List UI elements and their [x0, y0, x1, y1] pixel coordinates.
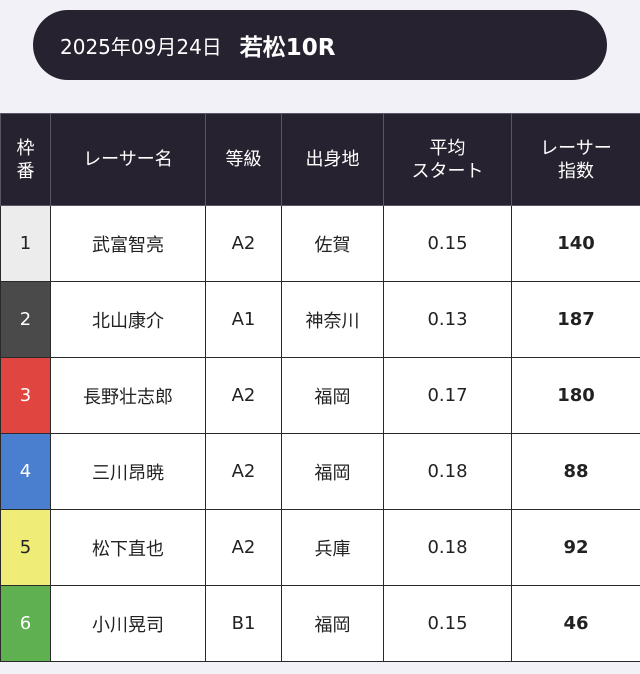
racer-grade: A2	[205, 509, 282, 586]
header-racer-name: レーサー名	[50, 113, 206, 206]
table-header-row: 枠 番 レーサー名 等級 出身地 平均 スタート レーサー 指数	[0, 113, 640, 206]
race-date: 2025年09月24日	[60, 34, 222, 59]
table-row: 5 松下直也 A2 兵庫 0.18 92	[0, 509, 640, 586]
racer-grade: A2	[205, 205, 282, 282]
racer-grade: A2	[205, 433, 282, 510]
racer-avg-start: 0.18	[383, 509, 512, 586]
waku-number: 4	[0, 433, 51, 510]
racer-index: 180	[511, 357, 640, 434]
racer-hometown: 神奈川	[281, 281, 384, 358]
header-grade: 等級	[205, 113, 282, 206]
racer-avg-start: 0.17	[383, 357, 512, 434]
racer-hometown: 佐賀	[281, 205, 384, 282]
race-title-bar: 2025年09月24日 若松10R	[33, 10, 607, 80]
racer-index: 46	[511, 585, 640, 662]
racer-grade: B1	[205, 585, 282, 662]
waku-number: 5	[0, 509, 51, 586]
racer-hometown: 福岡	[281, 433, 384, 510]
racer-name: 武富智亮	[50, 205, 206, 282]
racer-avg-start: 0.15	[383, 205, 512, 282]
waku-number: 6	[0, 585, 51, 662]
table-row: 3 長野壮志郎 A2 福岡 0.17 180	[0, 357, 640, 434]
table-row: 6 小川晃司 B1 福岡 0.15 46	[0, 585, 640, 662]
header-avg-start: 平均 スタート	[383, 113, 512, 206]
racer-name: 三川昂暁	[50, 433, 206, 510]
table-row: 1 武富智亮 A2 佐賀 0.15 140	[0, 205, 640, 282]
header-racer-index: レーサー 指数	[511, 113, 640, 206]
racer-grade: A2	[205, 357, 282, 434]
racer-name: 松下直也	[50, 509, 206, 586]
table-row: 4 三川昂暁 A2 福岡 0.18 88	[0, 433, 640, 510]
waku-number: 3	[0, 357, 51, 434]
racer-index: 187	[511, 281, 640, 358]
racer-hometown: 福岡	[281, 585, 384, 662]
table-row: 2 北山康介 A1 神奈川 0.13 187	[0, 281, 640, 358]
racer-name: 長野壮志郎	[50, 357, 206, 434]
racer-avg-start: 0.15	[383, 585, 512, 662]
racer-table: 枠 番 レーサー名 等級 出身地 平均 スタート レーサー 指数 1 武富智亮 …	[0, 113, 640, 662]
racer-index: 88	[511, 433, 640, 510]
racer-hometown: 福岡	[281, 357, 384, 434]
racer-index: 140	[511, 205, 640, 282]
waku-number: 1	[0, 205, 51, 282]
racer-grade: A1	[205, 281, 282, 358]
racer-name: 北山康介	[50, 281, 206, 358]
waku-number: 2	[0, 281, 51, 358]
racer-name: 小川晃司	[50, 585, 206, 662]
racer-avg-start: 0.13	[383, 281, 512, 358]
racer-index: 92	[511, 509, 640, 586]
racer-hometown: 兵庫	[281, 509, 384, 586]
header-hometown: 出身地	[281, 113, 384, 206]
racer-avg-start: 0.18	[383, 433, 512, 510]
header-waku: 枠 番	[0, 113, 51, 206]
race-name: 若松10R	[239, 35, 336, 61]
